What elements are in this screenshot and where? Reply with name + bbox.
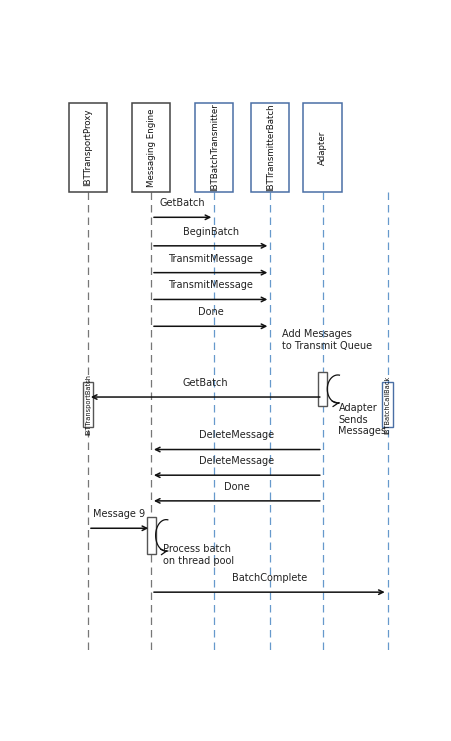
Text: BatchComplete: BatchComplete	[231, 573, 306, 583]
Text: Done: Done	[224, 482, 249, 492]
Text: IBTTransportBatch: IBTTransportBatch	[85, 374, 91, 435]
Text: Done: Done	[198, 308, 223, 317]
Text: DeleteMessage: DeleteMessage	[199, 456, 274, 466]
Bar	[132, 103, 170, 192]
Text: TransmitMessage: TransmitMessage	[168, 280, 253, 290]
Bar	[146, 517, 155, 554]
Text: Message 9: Message 9	[93, 509, 145, 519]
Bar	[381, 382, 392, 428]
Bar	[318, 373, 327, 405]
Bar	[303, 103, 341, 192]
Text: IBTBatchCallBack: IBTBatchCallBack	[384, 376, 390, 433]
Bar	[83, 382, 92, 428]
Text: Process batch
on thread pool: Process batch on thread pool	[163, 545, 234, 566]
Text: IBTTransmitterBatch: IBTTransmitterBatch	[265, 104, 274, 191]
Text: Adapter: Adapter	[318, 130, 327, 165]
Text: IBTTransportProxy: IBTTransportProxy	[83, 109, 92, 186]
Text: IBTBatchTransmitter: IBTBatchTransmitter	[209, 104, 218, 191]
Bar	[250, 103, 289, 192]
Bar	[69, 103, 107, 192]
Text: Adapter
Sends
Messages: Adapter Sends Messages	[338, 403, 386, 436]
Text: GetBatch: GetBatch	[182, 378, 228, 388]
Text: DeleteMessage: DeleteMessage	[199, 431, 274, 440]
Text: Add Messages
to Transmit Queue: Add Messages to Transmit Queue	[282, 329, 372, 350]
Text: BeginBatch: BeginBatch	[182, 227, 238, 236]
Text: TransmitMessage: TransmitMessage	[168, 253, 253, 264]
Text: Messaging Engine: Messaging Engine	[146, 108, 155, 187]
Text: GetBatch: GetBatch	[160, 198, 205, 208]
Bar	[194, 103, 233, 192]
